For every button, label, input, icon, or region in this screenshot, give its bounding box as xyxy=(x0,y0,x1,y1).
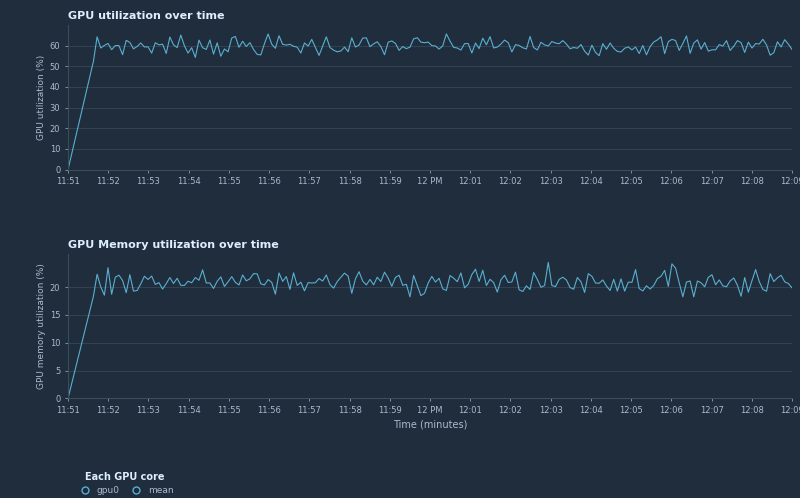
X-axis label: Time (minutes): Time (minutes) xyxy=(393,419,467,429)
Y-axis label: GPU utilization (%): GPU utilization (%) xyxy=(37,55,46,140)
Legend: gpu0, mean: gpu0, mean xyxy=(73,468,177,498)
Text: GPU utilization over time: GPU utilization over time xyxy=(68,11,225,21)
Text: GPU Memory utilization over time: GPU Memory utilization over time xyxy=(68,240,278,250)
Y-axis label: GPU memory utilization (%): GPU memory utilization (%) xyxy=(37,263,46,389)
